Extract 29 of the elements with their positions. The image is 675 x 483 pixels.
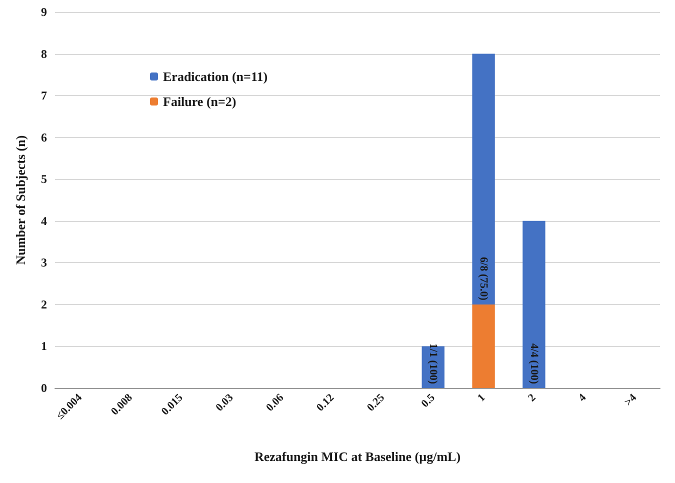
- bar: [522, 220, 546, 388]
- data-label: 6/8 (75.0): [478, 257, 490, 301]
- x-tick-label: 2: [526, 391, 539, 404]
- x-tick-label: 0.03: [214, 391, 236, 414]
- x-tick-label: 4: [576, 391, 589, 404]
- x-tick-label: >4: [622, 391, 640, 409]
- y-tick-label: 3: [41, 256, 47, 270]
- x-tick-label: 0.25: [364, 391, 388, 414]
- y-tick-label: 1: [41, 339, 47, 354]
- data-label: 1/1 (100): [427, 343, 440, 384]
- y-axis-title: Number of Subjects (n): [13, 135, 28, 265]
- legend-label: Eradication (n=11): [163, 69, 268, 84]
- y-tick-label: 2: [41, 297, 47, 312]
- bar: [472, 54, 495, 304]
- y-tick-label: 4: [41, 214, 47, 228]
- y-tick-label: 0: [41, 381, 47, 395]
- x-tick-label: 1: [475, 392, 488, 404]
- data-label: 4/4 (100): [528, 343, 540, 384]
- x-tick-label: 0.12: [314, 391, 337, 414]
- x-axis-title: Rezafungin MIC at Baseline (µg/mL): [254, 449, 461, 464]
- y-tick-label: 6: [41, 130, 47, 144]
- y-tick-label: 8: [41, 46, 47, 61]
- legend-label: Failure (n=2): [163, 94, 236, 109]
- x-tick-label: 0.06: [264, 391, 286, 414]
- bar: [472, 304, 495, 388]
- y-tick-label: 9: [41, 5, 47, 19]
- y-tick-label: 5: [41, 172, 47, 186]
- y-tick-label: 7: [41, 88, 47, 103]
- x-tick-label: 0.5: [419, 391, 438, 410]
